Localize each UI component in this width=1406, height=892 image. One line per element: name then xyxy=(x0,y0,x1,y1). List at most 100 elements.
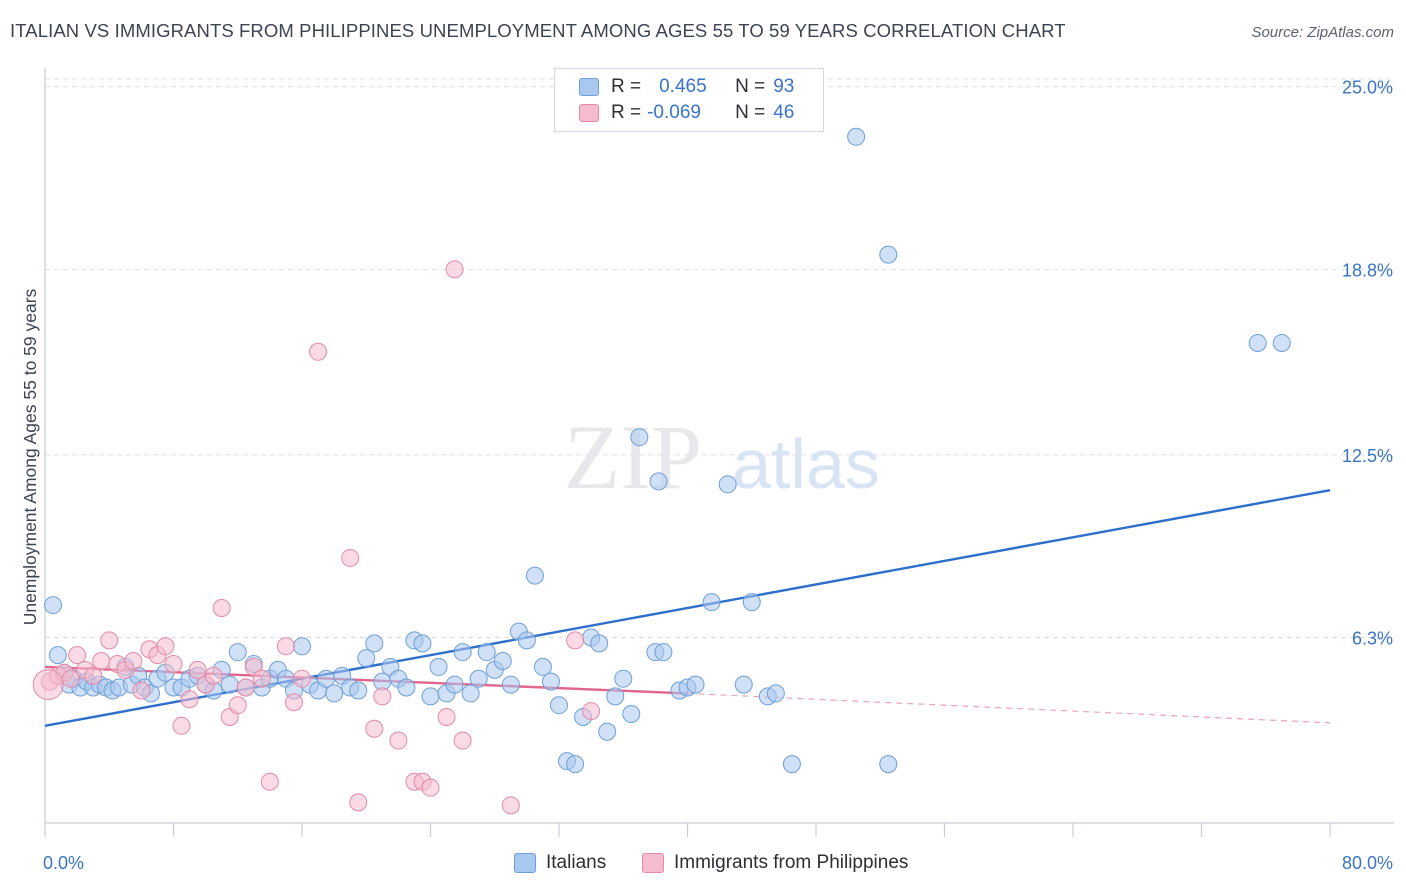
italians-point xyxy=(493,652,512,671)
philippines-point xyxy=(437,707,456,726)
y-tick-label: 12.5% xyxy=(1342,446,1393,466)
italians-point xyxy=(349,681,368,700)
italians-point xyxy=(590,634,609,653)
philippines-point xyxy=(276,637,295,656)
italians-point xyxy=(879,755,898,774)
philippines-point xyxy=(188,660,207,679)
italians-point xyxy=(550,696,568,715)
philippines-point xyxy=(453,731,472,750)
axes xyxy=(44,68,1394,837)
philippines-point-cluster xyxy=(32,669,64,701)
philippines-point xyxy=(309,342,328,361)
data-points xyxy=(32,127,1291,815)
italians-point xyxy=(44,596,63,615)
italians-point xyxy=(453,643,472,662)
legend-row-philippines: R = -0.069 N = 46 xyxy=(579,101,794,125)
italians-point xyxy=(766,684,785,703)
legend-swatch-pink xyxy=(579,104,599,122)
legend-label-italians: Italians xyxy=(546,852,607,873)
philippines-point xyxy=(68,646,87,665)
italians-point xyxy=(469,669,488,688)
italians-point xyxy=(686,675,705,694)
stats-legend: R = 0.465 N = 93 R = -0.069 N = 46 xyxy=(554,68,824,132)
italians-point xyxy=(742,593,761,612)
philippines-point xyxy=(172,716,191,735)
legend-n-label: N = xyxy=(735,76,766,97)
italians-point xyxy=(541,672,560,691)
italians-point xyxy=(220,675,239,694)
legend-r-label: R = xyxy=(611,76,642,97)
italians-point xyxy=(461,684,480,703)
italians-point xyxy=(598,722,617,741)
y-tick-label: 25.0% xyxy=(1342,78,1393,98)
italians-point xyxy=(429,657,448,676)
legend-r-label: R = xyxy=(611,102,642,123)
italians-point xyxy=(847,127,866,146)
philippines-point xyxy=(445,260,464,279)
italians-point xyxy=(879,245,898,264)
italians-point xyxy=(413,634,432,653)
italians-point xyxy=(48,646,67,665)
philippines-point xyxy=(365,719,384,738)
philippines-point xyxy=(180,690,199,709)
italians-point xyxy=(517,631,536,650)
italians-point xyxy=(654,643,673,662)
legend-n-label: N = xyxy=(735,102,766,123)
x-tick-label-max: 80.0% xyxy=(1342,853,1393,873)
legend-item-italians: Italians xyxy=(514,852,606,874)
italians-point xyxy=(445,675,464,694)
legend-r-value: -0.069 xyxy=(647,102,701,123)
italians-point xyxy=(421,687,440,706)
philippines-point xyxy=(92,652,111,671)
philippines-point xyxy=(212,599,231,618)
x-tick-label-min: 0.0% xyxy=(43,853,84,873)
italians-point xyxy=(477,643,496,662)
philippines-point xyxy=(164,654,183,673)
philippines-point xyxy=(566,631,585,650)
philippines-point xyxy=(156,637,175,656)
philippines-point xyxy=(252,669,271,688)
philippines-point xyxy=(84,666,103,685)
legend-swatch-italians xyxy=(514,853,536,873)
italians-point xyxy=(501,675,520,694)
italians-point xyxy=(649,472,668,491)
philippines-trend-extension xyxy=(687,692,1331,724)
watermark-zip: ZIP xyxy=(564,406,702,508)
italians-point xyxy=(397,678,416,697)
philippines-point xyxy=(293,669,311,688)
legend-swatch-blue xyxy=(579,78,599,96)
philippines-point xyxy=(501,796,520,815)
legend-item-philippines: Immigrants from Philippines xyxy=(642,852,908,874)
legend-swatch-philippines xyxy=(642,853,664,873)
chart-title: ITALIAN VS IMMIGRANTS FROM PHILIPPINES U… xyxy=(10,20,1066,41)
philippines-point xyxy=(204,666,223,685)
italians-point xyxy=(630,428,649,447)
italians-point xyxy=(718,475,737,494)
grid-lines xyxy=(45,78,1394,638)
italians-point xyxy=(734,675,753,694)
philippines-point xyxy=(284,693,303,712)
italians-point xyxy=(622,705,641,724)
legend-n-value: 46 xyxy=(773,102,795,123)
source-label: Source: ZipAtlas.com xyxy=(1251,24,1394,41)
italians-point xyxy=(782,755,801,774)
zipatlas-watermark: ZIP atlas xyxy=(564,406,880,508)
y-axis-label: Unemployment Among Ages 55 to 59 years xyxy=(20,288,40,625)
italians-point xyxy=(228,643,247,662)
philippines-point xyxy=(132,681,151,700)
legend-row-italians: R = 0.465 N = 93 xyxy=(579,75,794,99)
series-legend: Italians Immigrants from Philippines xyxy=(0,852,1406,878)
italians-point xyxy=(566,755,585,774)
series-philippines-points xyxy=(40,260,601,815)
philippines-point xyxy=(124,652,143,671)
italians-point xyxy=(614,669,633,688)
philippines-point xyxy=(228,696,247,715)
y-tick-label: 18.8% xyxy=(1342,260,1393,280)
philippines-trend-line xyxy=(44,665,688,695)
italians-point xyxy=(293,637,311,656)
philippines-point xyxy=(349,793,368,812)
italians-point xyxy=(325,684,344,703)
italians-point xyxy=(1248,333,1267,352)
philippines-point xyxy=(582,702,601,721)
